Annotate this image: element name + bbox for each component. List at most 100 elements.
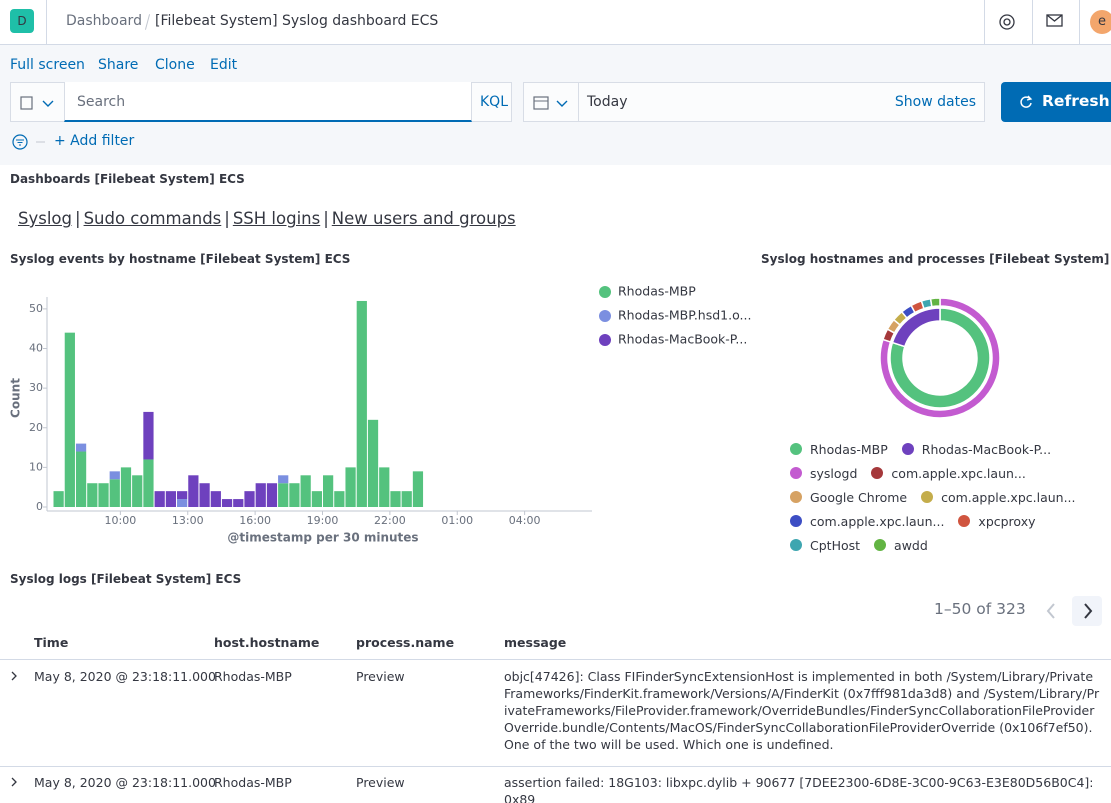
cell: May 8, 2020 @ 23:18:11.000 bbox=[34, 669, 216, 684]
markdown-link[interactable]: New users and groups bbox=[331, 209, 516, 228]
x-tick-label: 04:00 bbox=[509, 514, 541, 527]
kql-button[interactable]: KQL bbox=[480, 94, 508, 110]
legend-marker bbox=[599, 334, 611, 346]
bar-segment bbox=[221, 499, 233, 507]
filter-icon[interactable] bbox=[12, 134, 48, 150]
column-header[interactable]: message bbox=[504, 635, 567, 650]
space-avatar[interactable]: D bbox=[10, 9, 34, 33]
legend-item: Rhodas-MBP bbox=[790, 440, 888, 458]
show-dates[interactable]: Show dates bbox=[894, 94, 976, 110]
pagination-buttons[interactable] bbox=[1036, 596, 1108, 626]
add-filter[interactable]: + Add filter bbox=[54, 133, 135, 149]
saved-query-icon[interactable] bbox=[19, 95, 55, 111]
y-axis-label: Count bbox=[9, 378, 23, 418]
legend-label: xpcproxy bbox=[978, 513, 1036, 529]
bar-segment bbox=[323, 475, 334, 507]
bar-segment bbox=[177, 491, 188, 500]
legend-marker bbox=[599, 286, 611, 298]
legend-label: Rhodas-MacBook-P... bbox=[618, 332, 747, 347]
column-header[interactable]: host.hostname bbox=[214, 635, 320, 650]
y-tick-label: 40 bbox=[29, 342, 43, 355]
charts: @timestamp per 30 minutes Count 0 10 20 30 4… bbox=[9, 284, 1001, 545]
date-value[interactable]: Today bbox=[587, 94, 628, 110]
bar-segment bbox=[98, 483, 109, 507]
bar-segment bbox=[289, 483, 300, 507]
menu-link[interactable]: Clone bbox=[155, 57, 195, 73]
breadcrumb[interactable]: Dashboard bbox=[66, 13, 142, 29]
bar-segment bbox=[109, 471, 120, 480]
refresh-button[interactable]: Refresh bbox=[1001, 82, 1111, 122]
separator: | bbox=[75, 209, 81, 228]
bar-segment bbox=[64, 332, 75, 507]
bar-segment bbox=[75, 451, 87, 507]
bar-segment bbox=[334, 491, 345, 507]
legend-item: com.apple.xpc.laun... bbox=[790, 512, 944, 530]
cell: objc[47426]: Class FIFinderSyncExtension… bbox=[504, 669, 1100, 752]
legend-label: Rhodas-MacBook-P... bbox=[921, 441, 1052, 457]
bar-segment bbox=[53, 491, 64, 507]
legend-marker bbox=[871, 467, 884, 479]
menu-link[interactable]: Share bbox=[98, 57, 139, 73]
legend-label: Rhodas-MBP bbox=[618, 284, 696, 299]
y-tick-label: 0 bbox=[36, 500, 43, 513]
legend-marker bbox=[921, 491, 934, 503]
divider bbox=[1032, 0, 1033, 44]
bar-segment bbox=[278, 475, 289, 484]
x-tick-label: 01:00 bbox=[441, 514, 473, 527]
legend-label: awdd bbox=[894, 537, 928, 553]
legend-label: Rhodas-MBP.hsd1.o... bbox=[618, 308, 751, 323]
markdown-link[interactable]: Syslog bbox=[18, 209, 72, 228]
expand-icon[interactable] bbox=[9, 670, 19, 682]
panel-title: Syslog events by hostname [Filebeat Syst… bbox=[10, 252, 351, 266]
markdown-links: Syslog | Sudo commands | SSH logins | New user… bbox=[18, 209, 516, 228]
markdown-link[interactable]: Sudo commands bbox=[83, 209, 222, 228]
legend-label: Google Chrome bbox=[810, 489, 908, 505]
mail-icon[interactable] bbox=[1046, 14, 1064, 28]
separator: | bbox=[323, 209, 329, 228]
column-header[interactable]: process.name bbox=[356, 635, 455, 650]
bar-segment bbox=[255, 483, 266, 507]
x-tick-label: 10:00 bbox=[105, 514, 137, 527]
legend-item: Google Chrome bbox=[790, 488, 907, 506]
legend-marker bbox=[790, 443, 802, 455]
user-avatar[interactable]: e bbox=[1090, 10, 1111, 34]
bar-segment bbox=[345, 467, 356, 507]
calendar-icon[interactable] bbox=[533, 95, 569, 111]
legend-label: Rhodas-MBP bbox=[810, 441, 888, 457]
y-tick-label: 20 bbox=[29, 421, 43, 434]
row-divider bbox=[0, 766, 1111, 767]
bar-segment bbox=[143, 459, 154, 507]
column-header[interactable]: Time bbox=[34, 635, 69, 650]
legend-marker bbox=[790, 539, 802, 551]
separator: | bbox=[224, 209, 230, 228]
bar-segment bbox=[109, 479, 120, 507]
menu-link[interactable]: Edit bbox=[210, 57, 238, 73]
legend-marker bbox=[599, 310, 611, 322]
panel-title: Dashboards [Filebeat System] ECS bbox=[10, 172, 245, 186]
bar-segment bbox=[154, 491, 165, 507]
menu-link[interactable]: Full screen bbox=[10, 57, 85, 73]
search-input[interactable] bbox=[64, 82, 472, 122]
bar-segment bbox=[87, 483, 98, 507]
markdown-link[interactable]: SSH logins bbox=[232, 209, 321, 228]
bar-segment bbox=[300, 475, 311, 507]
y-tick-label: 10 bbox=[29, 460, 43, 473]
bar-segment bbox=[311, 491, 322, 507]
cell: Rhodas-MBP bbox=[214, 669, 292, 684]
bar-segment bbox=[367, 419, 379, 507]
x-axis-label: @timestamp per 30 minutes bbox=[227, 531, 418, 545]
bar-segment bbox=[401, 491, 412, 507]
bar-segment bbox=[120, 467, 132, 507]
cell: assertion failed: 18G103: libxpc.dylib +… bbox=[504, 775, 1094, 803]
legend-marker bbox=[874, 539, 887, 551]
bar-segment bbox=[143, 411, 154, 460]
bar-segment bbox=[390, 491, 401, 507]
expand-icon[interactable] bbox=[9, 776, 19, 788]
bar-segment bbox=[379, 467, 390, 507]
legend-item: syslogd bbox=[790, 464, 857, 482]
bar-segment bbox=[75, 443, 87, 452]
divider bbox=[1079, 0, 1080, 44]
divider bbox=[46, 0, 47, 44]
help-icon[interactable] bbox=[998, 13, 1016, 31]
